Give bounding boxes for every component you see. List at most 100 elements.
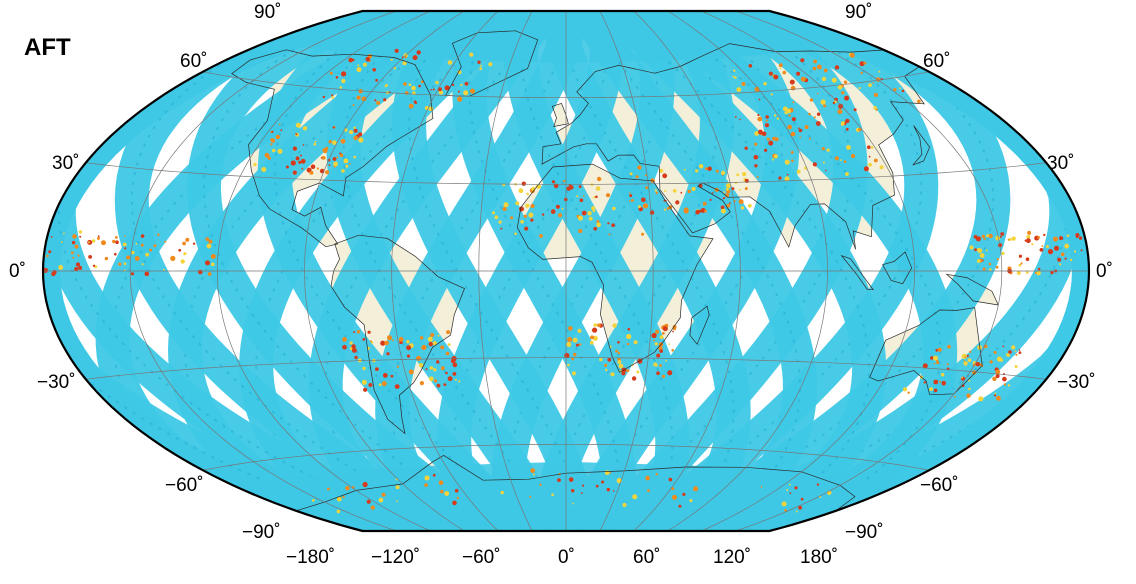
anomaly-dot [729,202,731,204]
anomaly-dot [97,237,100,240]
anomaly-dot [383,98,386,101]
anomaly-dot [863,62,866,65]
anomaly-dot [787,125,792,130]
anomaly-dot [980,253,985,258]
anomaly-dot [477,61,480,64]
anomaly-dot [363,388,367,392]
anomaly-dot [526,193,529,196]
anomaly-dot [1048,249,1053,254]
anomaly-dot [101,240,106,245]
anomaly-dot [558,213,562,217]
anomaly-dot [329,164,331,166]
anomaly-dot [1061,252,1065,256]
anomaly-dot [1020,262,1022,264]
anomaly-dot [754,155,759,160]
anomaly-dot [72,241,75,244]
anomaly-dot [869,156,871,158]
anomaly-dot [990,360,993,363]
anomaly-dot [721,206,725,210]
anomaly-dot [387,335,392,340]
anomaly-dot [593,227,597,231]
anomaly-dot [621,371,625,375]
anomaly-dot [579,185,582,188]
anomaly-dot [311,164,316,169]
anomaly-dot [757,114,759,116]
anomaly-dot [114,253,117,256]
anomaly-dot [278,149,283,154]
anomaly-dot [774,75,779,80]
anomaly-dot [460,84,462,86]
anomaly-dot [823,162,825,164]
anomaly-dot [627,343,629,345]
anomaly-dot [822,77,826,81]
anomaly-dot [874,159,878,163]
anomaly-dot [660,335,664,339]
anomaly-dot [757,176,759,178]
anomaly-dot [581,492,583,494]
anomaly-dot [499,221,502,224]
anomaly-dot [723,191,725,193]
anomaly-dot [563,180,565,182]
anomaly-dot [693,486,698,491]
anomaly-dot [298,161,301,164]
anomaly-dot [409,83,412,86]
anomaly-dot [522,182,526,186]
anomaly-dot [814,116,816,118]
anomaly-dot [271,131,273,133]
anomaly-dot [352,59,354,61]
anomaly-dot [552,180,555,183]
anomaly-dot [982,235,985,238]
anomaly-dot [441,366,445,370]
anomaly-dot [1046,245,1049,248]
anomaly-dot [74,267,78,271]
anomaly-dot [353,127,355,129]
anomaly-dot [1019,255,1022,258]
anomaly-dot [141,244,144,247]
anomaly-dot [593,209,596,212]
lat-label-30-left: 30˚ [52,154,79,173]
anomaly-dot [1017,271,1021,275]
anomaly-dot [438,335,440,337]
anomaly-dot [791,132,796,137]
anomaly-dot [519,188,524,193]
anomaly-dot [375,79,378,82]
anomaly-dot [437,384,441,388]
anomaly-dot [873,106,877,110]
anomaly-dot [864,166,869,171]
anomaly-dot [78,266,82,270]
anomaly-dot [1025,240,1027,242]
anomaly-dot [341,79,345,83]
anomaly-dot [446,352,450,356]
anomaly-dot [440,490,443,493]
anomaly-dot [572,371,576,375]
anomaly-dot [309,171,313,175]
anomaly-dot [336,76,339,79]
anomaly-dot [767,138,770,141]
anomaly-dot [790,80,795,85]
anomaly-dot [986,249,988,251]
anomaly-dot [835,65,839,69]
lat-label-30-right: 30˚ [1047,154,1074,173]
anomaly-dot [333,162,338,167]
anomaly-dot [333,126,335,128]
anomaly-dot [362,380,367,385]
anomaly-dot [1015,350,1017,352]
anomaly-dot [374,99,376,101]
anomaly-dot [353,331,355,333]
anomaly-dot [977,259,981,263]
anomaly-dot [745,187,748,190]
anomaly-dot [745,147,748,150]
anomaly-dot [779,63,783,67]
anomaly-dot [573,338,578,343]
anomaly-dot [353,104,355,106]
anomaly-dot [115,236,118,239]
anomaly-dot [300,155,302,157]
anomaly-dot [800,136,802,138]
anomaly-dot [443,383,446,386]
anomaly-dot [771,93,773,95]
anomaly-dot [528,213,533,218]
anomaly-dot [599,358,602,361]
anomaly-dot [596,223,601,228]
anomaly-dot [71,251,74,254]
anomaly-dot [629,194,632,197]
